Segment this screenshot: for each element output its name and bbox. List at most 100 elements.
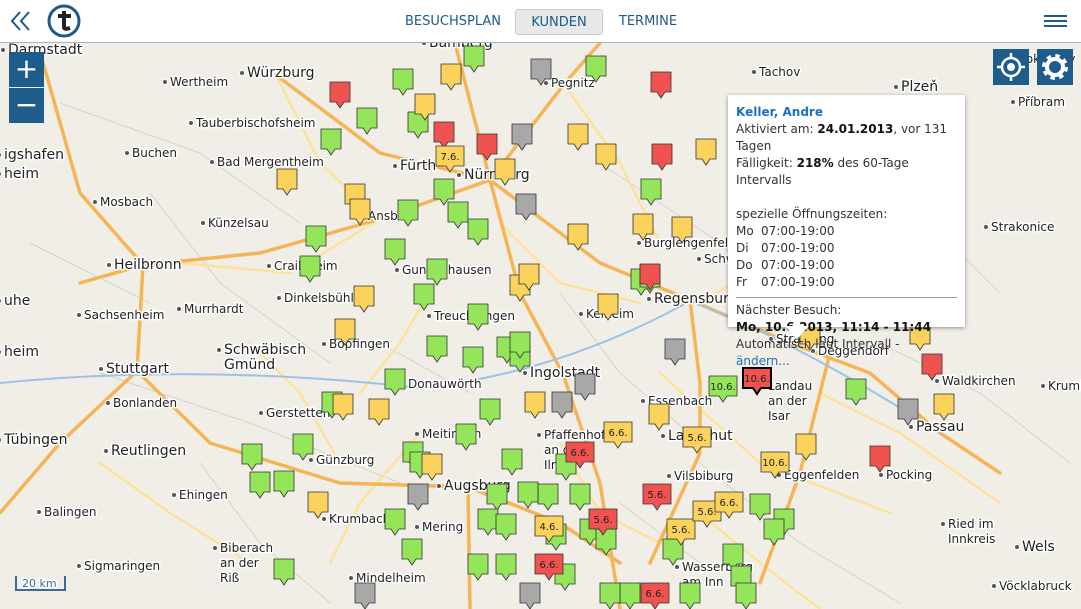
customer-marker[interactable] [356,107,378,135]
customer-marker[interactable] [241,443,263,471]
customer-marker[interactable] [897,398,919,426]
tab[interactable]: TERMINE [618,14,678,29]
customer-marker[interactable] [349,198,371,226]
customer-marker[interactable] [354,582,376,609]
customer-marker[interactable] [567,223,589,251]
customer-marker[interactable] [933,393,955,421]
customer-marker[interactable] [426,258,448,286]
customer-marker[interactable] [276,168,298,196]
customer-marker[interactable]: 6.6. [534,553,564,581]
customer-marker[interactable] [392,68,414,96]
zoom-in[interactable]: + [9,52,44,87]
customer-marker[interactable] [921,353,943,381]
customer-marker[interactable] [494,158,516,186]
customer-marker[interactable] [273,470,295,498]
customer-marker[interactable] [909,323,931,351]
customer-marker[interactable] [632,213,654,241]
customer-marker[interactable] [599,582,621,609]
customer-marker[interactable] [648,403,670,431]
customer-marker[interactable]: 7.6. [435,145,465,173]
customer-marker[interactable] [679,582,701,609]
customer-marker[interactable] [413,283,435,311]
customer-marker[interactable] [509,331,531,359]
customer-marker[interactable] [595,143,617,171]
customer-marker[interactable] [407,483,429,511]
customer-marker[interactable] [695,138,717,166]
customer-marker[interactable] [414,93,436,121]
customer-marker[interactable] [524,391,546,419]
customer-marker[interactable] [329,81,351,109]
customer-marker[interactable] [595,528,617,556]
customer-marker[interactable] [763,518,785,546]
customer-marker[interactable] [569,483,591,511]
customer-marker[interactable] [353,285,375,313]
customer-marker[interactable] [511,123,533,151]
customer-marker[interactable] [640,178,662,206]
customer-marker[interactable]: 5.6. [588,508,618,536]
customer-marker[interactable] [551,391,573,419]
customer-marker[interactable] [574,373,596,401]
customer-marker[interactable]: 4.6. [534,515,564,543]
customer-marker[interactable] [447,201,469,229]
customer-marker[interactable]: 5.6. [666,518,696,546]
customer-marker[interactable] [384,508,406,536]
customer-marker[interactable] [305,225,327,253]
customer-marker[interactable] [795,433,817,461]
customer-marker[interactable] [845,378,867,406]
locate-button[interactable] [993,49,1029,85]
customer-marker[interactable] [639,263,661,291]
customer-marker[interactable] [292,433,314,461]
customer-marker[interactable]: 6.6. [714,491,744,519]
customer-marker[interactable] [530,58,552,86]
customer-marker[interactable] [334,318,356,346]
customer-marker[interactable] [433,121,455,149]
customer-marker[interactable] [735,582,757,609]
customer-marker[interactable] [664,338,686,366]
change-link[interactable]: ändern... [736,354,790,368]
customer-marker[interactable] [467,218,489,246]
customer-marker[interactable] [567,123,589,151]
customer-marker[interactable] [518,263,540,291]
customer-marker[interactable] [476,133,498,161]
customer-marker[interactable] [501,448,523,476]
customer-marker[interactable] [307,491,329,519]
customer-marker[interactable] [619,582,641,609]
customer-marker[interactable]: 10.6. [760,451,790,479]
customer-marker[interactable] [397,199,419,227]
customer-marker[interactable] [869,445,891,473]
customer-marker[interactable] [455,423,477,451]
customer-marker[interactable] [421,453,443,481]
customer-marker[interactable] [384,368,406,396]
customer-marker[interactable]: 6.6. [603,421,633,449]
customer-name[interactable]: Keller, Andre [736,105,823,119]
customer-marker[interactable] [332,393,354,421]
tab-active[interactable]: KUNDEN [515,9,603,35]
customer-marker[interactable] [401,538,423,566]
customer-marker[interactable] [384,238,406,266]
customer-marker[interactable] [495,553,517,581]
customer-marker[interactable]: 6.6. [565,441,595,469]
settings-button[interactable] [1037,49,1073,85]
customer-marker[interactable] [467,553,489,581]
customer-marker[interactable]: 6.6. [640,582,670,609]
customer-marker[interactable] [486,483,508,511]
customer-marker[interactable] [515,193,537,221]
back-icon[interactable] [10,11,21,31]
tab[interactable]: BESUCHSPLAN [404,14,501,29]
customer-marker[interactable] [320,128,342,156]
customer-marker[interactable]: 5.6. [642,483,672,511]
customer-marker[interactable] [650,71,672,99]
customer-marker[interactable]: 5.6. [682,426,712,454]
customer-marker[interactable] [519,582,541,609]
customer-marker[interactable] [299,255,321,283]
back-icon[interactable] [19,11,30,31]
customer-marker[interactable] [467,303,489,331]
menu-icon[interactable] [1044,13,1068,33]
customer-marker[interactable] [749,493,771,521]
customer-marker[interactable] [440,63,462,91]
customer-marker[interactable] [249,471,271,499]
customer-marker[interactable] [273,558,295,586]
customer-marker[interactable]: 10.6. [708,375,738,403]
customer-marker[interactable] [479,398,501,426]
customer-marker[interactable] [799,323,821,351]
